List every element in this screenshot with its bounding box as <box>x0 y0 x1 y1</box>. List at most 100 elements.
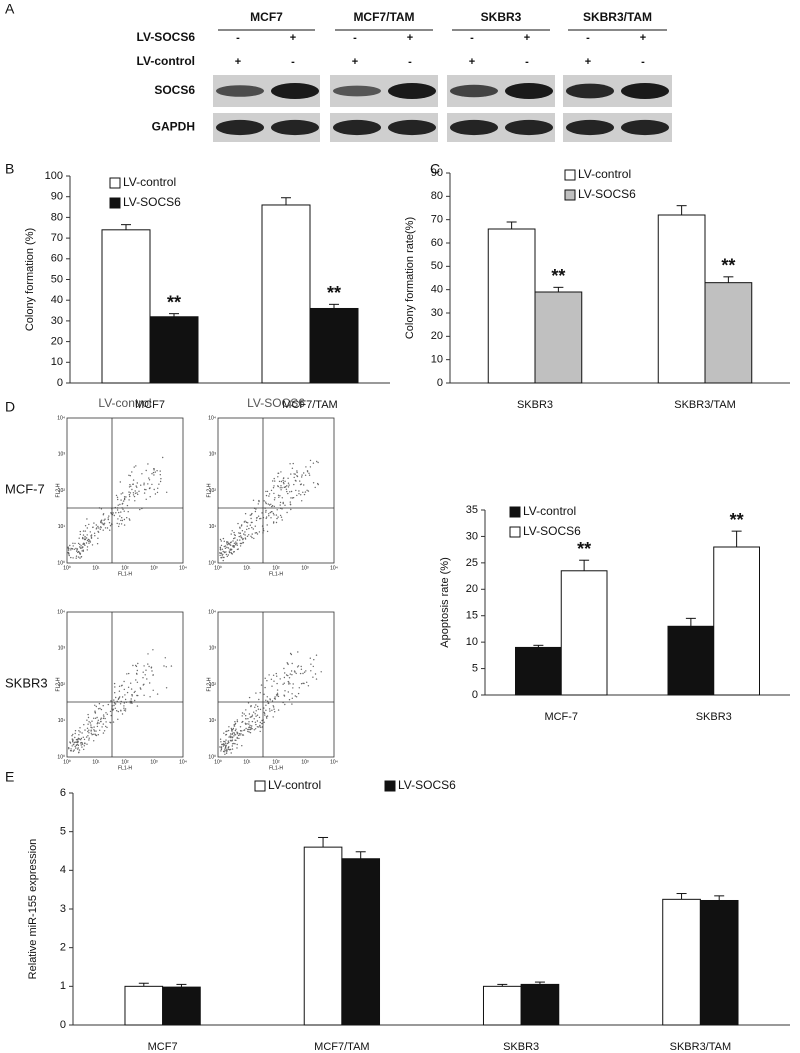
flow-event <box>231 737 233 739</box>
flow-event <box>272 705 274 707</box>
y-tick-label: 50 <box>51 273 63 285</box>
flow-event <box>100 718 102 720</box>
legend-label: LV-control <box>123 175 176 189</box>
flow-event <box>241 712 244 714</box>
flow-event <box>259 724 261 727</box>
flow-event <box>243 729 245 732</box>
flow-event <box>256 720 259 722</box>
flow-event <box>93 532 96 534</box>
flow-event <box>309 459 312 462</box>
bar <box>515 646 562 696</box>
flow-event <box>77 744 80 747</box>
legend-swatch <box>564 189 576 201</box>
flow-event <box>248 713 251 715</box>
flow-event <box>72 542 74 544</box>
flow-event <box>251 725 253 727</box>
flow-event <box>86 719 88 721</box>
flow-event <box>103 519 105 521</box>
flow-event <box>275 694 278 696</box>
flow-event <box>283 682 285 684</box>
flow-event <box>310 663 312 665</box>
flow-event <box>90 536 93 538</box>
flow-event <box>250 705 252 707</box>
flow-event <box>126 504 129 507</box>
flow-event <box>287 482 290 484</box>
flow-event <box>257 708 260 710</box>
flow-event <box>152 471 155 474</box>
flow-event <box>124 710 127 712</box>
flow-event <box>266 696 268 698</box>
flow-event <box>96 716 98 719</box>
flow-event <box>148 487 151 490</box>
bar <box>699 899 739 1026</box>
flow-event <box>245 709 247 711</box>
y-axis-label: Apoptosis rate (%) <box>439 557 451 647</box>
flow-event <box>266 530 269 533</box>
flow-event <box>165 687 168 689</box>
flow-event <box>249 724 251 727</box>
flow-event <box>270 517 272 519</box>
x-tick-label: MCF-7 <box>544 711 578 723</box>
x-tick-label: MCF7/TAM <box>314 1041 369 1053</box>
blot-sign: - <box>236 32 240 44</box>
flow-event <box>90 726 92 728</box>
flow-event <box>234 723 236 725</box>
flow-event <box>231 745 233 747</box>
flow-event <box>145 498 147 500</box>
error-bar <box>533 644 544 648</box>
flow-event <box>113 682 116 685</box>
flow-event <box>134 492 137 494</box>
flow-event <box>250 716 252 718</box>
flow-event <box>256 533 259 535</box>
flow-event <box>248 721 250 723</box>
flow-event <box>130 485 132 487</box>
flow-event <box>248 726 250 728</box>
flow-x-tick: 10⁰ <box>63 565 71 571</box>
flow-event <box>259 721 261 724</box>
flow-event <box>136 705 139 707</box>
flow-event <box>289 503 292 505</box>
flow-event <box>233 551 235 553</box>
y-tick-label: 30 <box>431 307 443 319</box>
flow-event <box>231 733 233 736</box>
flow-event <box>274 497 276 499</box>
flow-event <box>89 541 92 543</box>
flow-event <box>265 511 267 513</box>
flow-event <box>277 485 279 487</box>
blot-group-label: MCF7/TAM <box>353 10 414 24</box>
flow-event <box>243 713 245 715</box>
flow-event <box>106 713 109 715</box>
flow-event <box>147 483 149 485</box>
y-tick-label: 90 <box>51 191 63 203</box>
flow-event <box>227 542 230 545</box>
flow-plot-frame <box>66 611 184 758</box>
flow-event <box>247 718 249 720</box>
flow-event <box>253 718 255 720</box>
error-bar <box>723 276 734 283</box>
flow-event <box>116 522 118 525</box>
flow-event <box>147 463 149 465</box>
flow-event <box>85 736 88 738</box>
flow-event <box>300 668 303 670</box>
flow-event <box>123 497 126 500</box>
flow-event <box>229 735 231 737</box>
y-tick-label: 70 <box>431 214 443 226</box>
flow-event <box>317 483 319 486</box>
flow-event <box>230 551 232 554</box>
flow-event <box>315 678 318 680</box>
flow-event <box>131 702 133 704</box>
flow-event <box>148 479 151 481</box>
flow-x-tick: 10³ <box>150 759 158 765</box>
flow-event <box>244 534 246 536</box>
flow-event <box>282 683 284 685</box>
flow-event <box>143 482 145 484</box>
flow-event <box>227 729 230 732</box>
flow-event <box>255 508 257 510</box>
flow-event <box>264 712 266 715</box>
flow-y-tick: 10⁴ <box>57 609 65 615</box>
y-axis-label: Colony formation (%) <box>24 228 36 331</box>
flow-event <box>86 518 88 520</box>
flow-event <box>287 683 290 685</box>
flow-event <box>222 750 225 753</box>
flow-event <box>250 728 252 730</box>
